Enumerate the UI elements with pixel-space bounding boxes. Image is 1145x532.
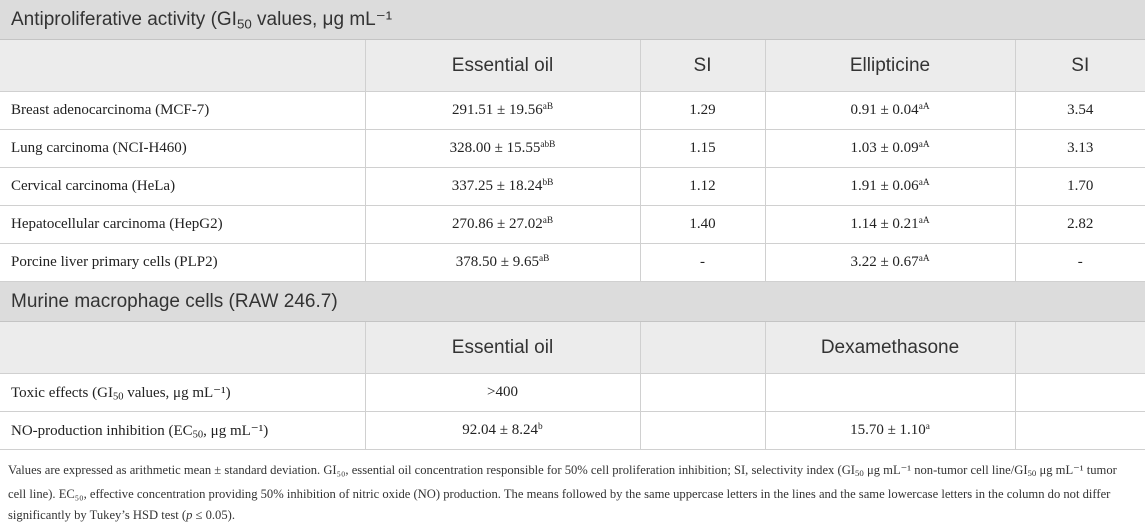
column-header-blank <box>1014 321 1145 374</box>
column-header-si-2: SI <box>1014 39 1145 92</box>
cell-ellipticine: 1.91 ± 0.06aA <box>764 167 1015 206</box>
column-header-essential-oil: Essential oil <box>364 321 640 374</box>
table-row: Hepatocellular carcinoma (HepG2) 270.86 … <box>0 205 1145 244</box>
table-row: Lung carcinoma (NCI-H460) 328.00 ± 15.55… <box>0 129 1145 168</box>
cell-essential-oil: >400 <box>364 373 640 412</box>
cell-si-2: - <box>1014 243 1145 282</box>
row-label: Breast adenocarcinoma (MCF-7) <box>0 91 365 130</box>
cell-si: 1.29 <box>639 91 765 130</box>
section-header-murine: Murine macrophage cells (RAW 246.7) <box>0 281 1145 322</box>
section-title: Antiproliferative activity (GI50 values,… <box>0 0 1145 40</box>
cell-ellipticine: 1.14 ± 0.21aA <box>764 205 1015 244</box>
table-footnote: Values are expressed as arithmetic mean … <box>8 463 1117 523</box>
cell-empty <box>1014 373 1145 412</box>
cell-si: - <box>639 243 765 282</box>
table-row: Cervical carcinoma (HeLa) 337.25 ± 18.24… <box>0 167 1145 206</box>
row-label: Toxic effects (GI50 values, μg mL⁻¹) <box>0 373 365 412</box>
column-header-essential-oil: Essential oil <box>364 39 640 92</box>
cell-ellipticine: 3.22 ± 0.67aA <box>764 243 1015 282</box>
cell-empty <box>639 373 765 412</box>
results-table: Antiproliferative activity (GI50 values,… <box>0 0 1145 450</box>
cell-essential-oil: 291.51 ± 19.56aB <box>364 91 640 130</box>
cell-essential-oil: 328.00 ± 15.55abB <box>364 129 640 168</box>
section-header-antiproliferative: Antiproliferative activity (GI50 values,… <box>0 0 1145 40</box>
row-label: Lung carcinoma (NCI-H460) <box>0 129 365 168</box>
row-label: NO-production inhibition (EC50, μg mL⁻¹) <box>0 411 365 450</box>
cell-si: 1.40 <box>639 205 765 244</box>
column-header-blank <box>0 39 365 92</box>
column-header-row: Essential oil SI Ellipticine SI <box>0 39 1145 92</box>
column-header-si: SI <box>639 39 765 92</box>
cell-empty <box>639 411 765 450</box>
cell-essential-oil: 270.86 ± 27.02aB <box>364 205 640 244</box>
column-header-row: Essential oil Dexamethasone <box>0 321 1145 374</box>
row-label: Porcine liver primary cells (PLP2) <box>0 243 365 282</box>
table-row: NO-production inhibition (EC50, μg mL⁻¹)… <box>0 411 1145 450</box>
cell-si: 1.15 <box>639 129 765 168</box>
cell-dexamethasone: 15.70 ± 1.10a <box>764 411 1015 450</box>
cell-si-2: 3.54 <box>1014 91 1145 130</box>
section-title: Murine macrophage cells (RAW 246.7) <box>0 281 1145 322</box>
row-label: Hepatocellular carcinoma (HepG2) <box>0 205 365 244</box>
cell-si-2: 1.70 <box>1014 167 1145 206</box>
cell-ellipticine: 1.03 ± 0.09aA <box>764 129 1015 168</box>
cell-si-2: 2.82 <box>1014 205 1145 244</box>
cell-si: 1.12 <box>639 167 765 206</box>
cell-essential-oil: 92.04 ± 8.24b <box>364 411 640 450</box>
column-header-ellipticine: Ellipticine <box>764 39 1015 92</box>
cell-essential-oil: 337.25 ± 18.24bB <box>364 167 640 206</box>
cell-si-2: 3.13 <box>1014 129 1145 168</box>
row-label: Cervical carcinoma (HeLa) <box>0 167 365 206</box>
table-row: Toxic effects (GI50 values, μg mL⁻¹) >40… <box>0 373 1145 412</box>
column-header-blank <box>0 321 365 374</box>
column-header-blank <box>639 321 765 374</box>
cell-ellipticine: 0.91 ± 0.04aA <box>764 91 1015 130</box>
column-header-dexamethasone: Dexamethasone <box>764 321 1015 374</box>
cell-empty <box>1014 411 1145 450</box>
cell-essential-oil: 378.50 ± 9.65aB <box>364 243 640 282</box>
table-row: Breast adenocarcinoma (MCF-7) 291.51 ± 1… <box>0 91 1145 130</box>
table-row: Porcine liver primary cells (PLP2) 378.5… <box>0 243 1145 282</box>
cell-dexamethasone <box>764 373 1015 412</box>
